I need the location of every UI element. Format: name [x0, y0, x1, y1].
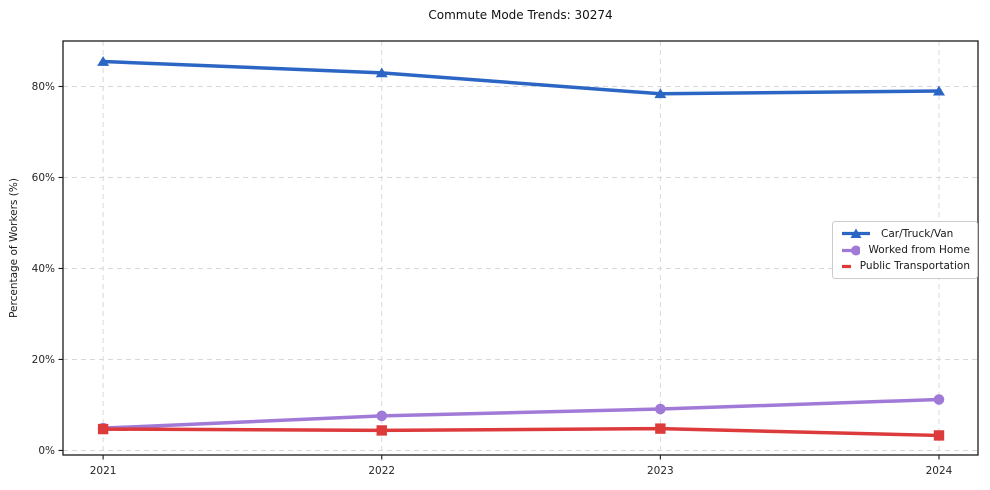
x-tick-label: 2021 — [90, 465, 117, 477]
legend-entry: Worked from Home — [840, 244, 970, 257]
series-line-car-truck-van — [101, 59, 941, 96]
legend: Car/Truck/Van Worked from Home Public Tran… — [832, 221, 978, 279]
marker-public-transportation — [376, 425, 387, 436]
legend-entry-label: Worked from Home — [868, 244, 970, 256]
chart-title: Commute Mode Trends: 30274 — [428, 8, 613, 22]
triangle-legend-marker-icon — [842, 228, 870, 239]
square-legend-marker-icon — [842, 264, 851, 268]
y-tick-label: 60% — [32, 172, 55, 184]
marker-public-transportation — [655, 423, 666, 434]
marker-car-truck-van — [932, 85, 945, 96]
series-line-worked-from-home — [101, 397, 941, 430]
legend-entry-label: Car/Truck/Van — [881, 227, 954, 240]
marker-worked-from-home — [376, 410, 388, 422]
marker-public-transportation — [97, 423, 109, 435]
y-tick-label: 0% — [38, 445, 55, 457]
circle-legend-marker-icon — [842, 245, 860, 255]
x-tick-label: 2024 — [926, 465, 953, 477]
legend-entry: Car/Truck/Van — [840, 227, 970, 240]
marker-car-truck-van — [375, 67, 388, 78]
marker-car-truck-van — [97, 56, 110, 66]
legend-entry: Public Transportation — [840, 260, 970, 273]
x-tick-label: 2023 — [647, 465, 674, 477]
y-tick-label: 40% — [32, 263, 55, 275]
series-line-public-transportation — [101, 426, 941, 438]
y-tick-label: 80% — [32, 81, 55, 93]
marker-worked-from-home — [933, 394, 945, 405]
y-tick-label: 20% — [32, 354, 55, 366]
x-tick-label: 2022 — [368, 465, 395, 477]
marker-worked-from-home — [655, 403, 666, 415]
legend-entry-label: Public Transportation — [859, 260, 970, 273]
marker-car-truck-van — [654, 88, 667, 99]
axes-frame — [62, 40, 979, 456]
marker-public-transportation — [933, 430, 945, 441]
